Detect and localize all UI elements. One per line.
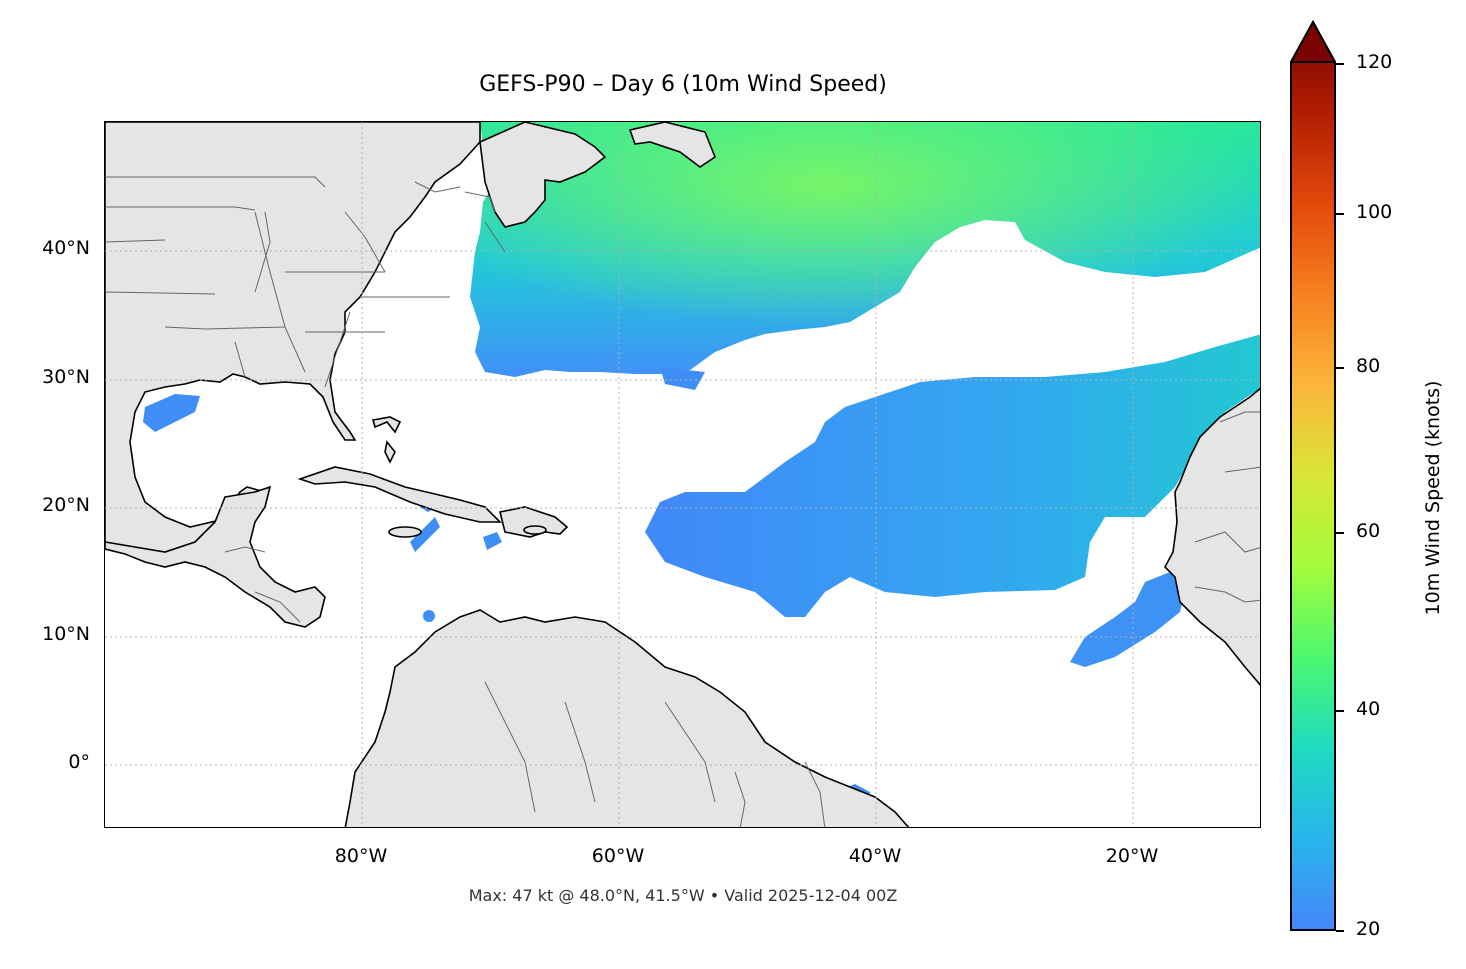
- cbar-tickmark: [1336, 63, 1344, 65]
- cbar-tickmark: [1336, 710, 1344, 712]
- x-tick-60w: 60°W: [591, 845, 645, 867]
- y-tick-10n: 10°N: [42, 623, 90, 645]
- cbar-tick-20: 20: [1356, 918, 1381, 940]
- wind-field-south: [645, 334, 1260, 667]
- map-plot-area: [104, 121, 1261, 828]
- colorbar-label: 10m Wind Speed (knots): [1422, 380, 1444, 616]
- x-tick-40w: 40°W: [848, 845, 902, 867]
- cbar-tickmark: [1336, 532, 1344, 534]
- colorbar: [1290, 20, 1336, 931]
- y-tick-0: 0°: [68, 751, 90, 773]
- wind-field-north: [470, 122, 1260, 377]
- y-tick-40n: 40°N: [42, 237, 90, 259]
- land: [105, 122, 1260, 827]
- cbar-tick-120: 120: [1356, 51, 1393, 73]
- y-tick-30n: 30°N: [42, 366, 90, 388]
- cbar-tick-100: 100: [1356, 201, 1393, 223]
- cbar-tick-60: 60: [1356, 520, 1381, 542]
- borders: [105, 176, 1260, 827]
- cbar-tick-40: 40: [1356, 698, 1381, 720]
- cbar-tickmark: [1336, 213, 1344, 215]
- map-canvas: [105, 122, 1260, 827]
- y-tick-20n: 20°N: [42, 494, 90, 516]
- cbar-tickmark: [1336, 930, 1344, 932]
- chart-title: GEFS-P90 – Day 6 (10m Wind Speed): [479, 72, 887, 97]
- cbar-tickmark: [1336, 367, 1344, 369]
- cbar-tick-80: 80: [1356, 355, 1381, 377]
- max-valid-caption: Max: 47 kt @ 48.0°N, 41.5°W • Valid 2025…: [468, 886, 898, 905]
- x-tick-20w: 20°W: [1105, 845, 1159, 867]
- x-tick-80w: 80°W: [334, 845, 388, 867]
